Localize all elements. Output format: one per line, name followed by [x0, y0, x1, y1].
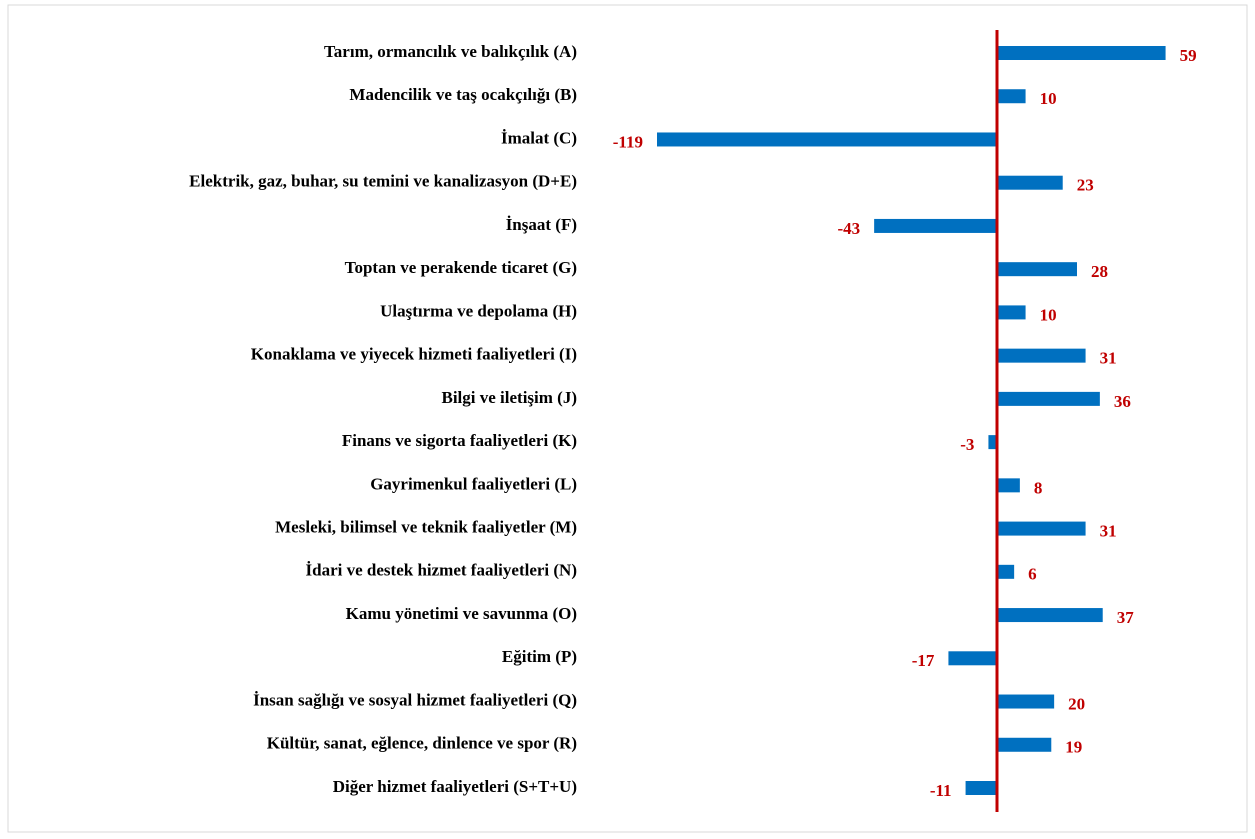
- value-label: 36: [1114, 392, 1131, 411]
- value-label: -119: [613, 132, 643, 151]
- category-label: Konaklama ve yiyecek hizmeti faaliyetler…: [251, 345, 577, 364]
- bar: [988, 435, 997, 450]
- category-label: Kamu yönetimi ve savunma (O): [346, 604, 577, 623]
- category-label: Gayrimenkul faaliyetleri (L): [370, 474, 577, 493]
- chart-border: [7, 4, 1248, 833]
- bar: [997, 521, 1086, 536]
- category-label: Madencilik ve taş ocakçılığı (B): [349, 85, 577, 104]
- category-label: İmalat (C): [501, 128, 577, 147]
- bar: [965, 781, 997, 795]
- bar: [874, 218, 997, 233]
- value-label: 6: [1028, 565, 1037, 584]
- bar: [997, 608, 1103, 623]
- value-label: 31: [1100, 349, 1117, 368]
- value-label: -3: [960, 435, 974, 454]
- value-label: -17: [912, 651, 935, 670]
- value-label: -43: [837, 219, 860, 238]
- value-label: 37: [1117, 608, 1135, 627]
- category-label: Mesleki, bilimsel ve teknik faaliyetler …: [275, 517, 577, 536]
- bar: [997, 305, 1026, 320]
- value-label: 28: [1091, 262, 1108, 281]
- bar: [997, 175, 1063, 190]
- category-label: İnşaat (F): [506, 215, 577, 234]
- category-label: Kültür, sanat, eğlence, dinlence ve spor…: [267, 734, 577, 753]
- category-label: Toptan ve perakende ticaret (G): [345, 258, 577, 277]
- category-label: Eğitim (P): [502, 647, 577, 666]
- category-label: İdari ve destek hizmet faaliyetleri (N): [306, 561, 577, 580]
- value-label: 31: [1100, 521, 1117, 540]
- category-label: Bilgi ve iletişim (J): [441, 388, 577, 407]
- value-label: 19: [1065, 738, 1082, 757]
- value-label: 20: [1068, 694, 1085, 713]
- bar: [997, 564, 1015, 579]
- category-label: Diğer hizmet faaliyetleri (S+T+U): [333, 777, 577, 796]
- bar: [948, 651, 997, 666]
- category-label: Ulaştırma ve depolama (H): [380, 301, 577, 320]
- bar: [997, 46, 1166, 60]
- value-label: 59: [1180, 46, 1197, 65]
- bar: [997, 348, 1086, 363]
- value-label: 10: [1040, 305, 1057, 324]
- value-label: 23: [1077, 176, 1094, 195]
- value-label: 8: [1034, 478, 1043, 497]
- category-label: Tarım, ormancılık ve balıkçılık (A): [324, 42, 577, 61]
- bar: [997, 737, 1052, 752]
- value-label: 10: [1040, 89, 1057, 108]
- bar: [657, 132, 997, 147]
- category-label: İnsan sağlığı ve sosyal hizmet faaliyetl…: [253, 690, 577, 709]
- value-label: -11: [930, 781, 952, 800]
- category-label: Finans ve sigorta faaliyetleri (K): [342, 431, 577, 450]
- bar: [997, 694, 1055, 709]
- bar: [997, 391, 1100, 406]
- category-label: Elektrik, gaz, buhar, su temini ve kanal…: [189, 172, 577, 191]
- bar: [997, 262, 1077, 277]
- bar: [997, 478, 1020, 493]
- bar: [997, 89, 1026, 104]
